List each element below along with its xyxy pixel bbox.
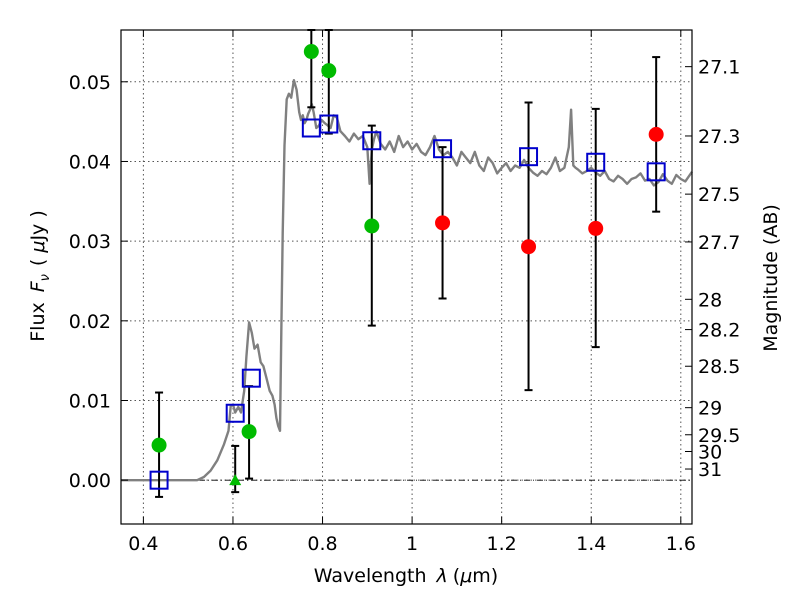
magnitude-axis-title: Magnitude (AB)	[760, 204, 782, 352]
y-axis-title: FluxFν(μJy )	[27, 210, 53, 342]
magnitude-tick-label: 27.3	[698, 126, 740, 148]
magnitude-tick-label: 30	[698, 441, 722, 463]
grid-lines	[121, 30, 692, 524]
x-tick-label: 1	[406, 533, 418, 555]
error-bars	[155, 29, 661, 498]
red-point	[521, 239, 537, 255]
magnitude-tick-label: 28.2	[698, 320, 740, 342]
model-photometry-square	[362, 131, 382, 151]
model-photometry-square	[433, 139, 453, 159]
x-axis-ticks: 0.4 0.6 0.8 1 1.2 1.4 1.6	[128, 30, 696, 555]
red-point	[588, 220, 604, 236]
model-photometry-square	[646, 162, 666, 182]
magnitude-tick-label: 27.7	[698, 232, 740, 254]
data-markers	[149, 44, 666, 490]
green-point	[151, 437, 167, 453]
x-tick-label: 1.4	[576, 533, 606, 555]
x-tick-label: 0.4	[128, 533, 158, 555]
green-point	[241, 424, 257, 440]
magnitude-tick-label: 27.5	[698, 184, 740, 206]
y-axis-ticks: 0.00 0.01 0.02 0.03 0.04 0.05	[69, 72, 128, 492]
red-point	[435, 215, 451, 231]
y-tick-label: 0.05	[69, 72, 111, 94]
green-upper-limit-triangle	[229, 474, 242, 486]
y-tick-label: 0.03	[69, 231, 111, 253]
model-photometry-square	[586, 152, 606, 172]
magnitude-tick-label: 29.5	[698, 425, 740, 447]
y-tick-label: 0.00	[69, 470, 111, 492]
magnitude-tick-label: 27.1	[698, 57, 740, 79]
plot-frame	[120, 29, 693, 525]
green-point	[321, 63, 337, 79]
model-spectrum-line	[121, 79, 693, 482]
y-tick-label: 0.01	[69, 391, 111, 413]
magnitude-tick-label: 28.5	[698, 356, 740, 378]
x-axis-title: Wavelength λ (μm)	[314, 565, 498, 587]
green-point	[364, 218, 380, 234]
red-point	[648, 126, 664, 142]
magnitude-tick-label: 29	[698, 398, 722, 420]
y-tick-label: 0.02	[69, 311, 111, 333]
x-tick-label: 1.6	[666, 533, 696, 555]
x-tick-label: 1.2	[487, 533, 517, 555]
model-photometry-square	[319, 114, 339, 134]
model-photometry-square	[149, 470, 169, 490]
x-tick-label: 0.6	[218, 533, 248, 555]
magnitude-tick-label: 28	[698, 289, 722, 311]
green-point	[303, 44, 319, 60]
model-photometry-square	[241, 368, 261, 388]
model-photometry-square	[225, 403, 245, 423]
model-photometry-square	[519, 147, 539, 167]
x-tick-label: 0.8	[307, 533, 337, 555]
y-tick-label: 0.04	[69, 151, 111, 173]
magnitude-tick-label: 31	[698, 459, 722, 481]
